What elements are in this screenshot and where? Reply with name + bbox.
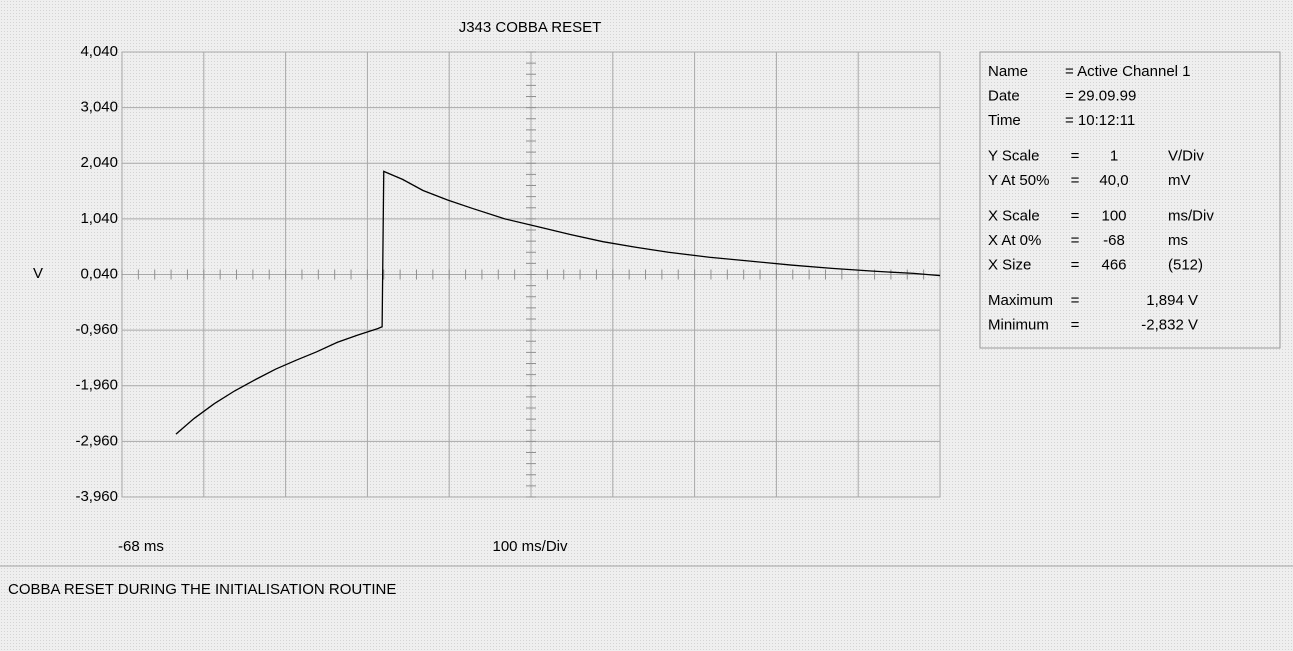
info-text: ms/Div: [1168, 207, 1214, 224]
info-text: (512): [1168, 256, 1203, 273]
info-text: =: [1071, 232, 1080, 249]
info-text: = 10:12:11: [1065, 112, 1135, 129]
info-text: Minimum: [988, 316, 1049, 333]
info-text: mV: [1168, 172, 1191, 189]
info-text: 466: [1101, 256, 1126, 273]
info-text: Time: [988, 112, 1021, 129]
y-tick-label: -0,960: [75, 321, 118, 338]
y-tick-label: 4,040: [80, 43, 118, 60]
info-text: -2,832 V: [1141, 316, 1198, 333]
y-tick-label: -3,960: [75, 488, 118, 505]
y-tick-label: 1,040: [80, 210, 118, 227]
info-text: Date: [988, 87, 1020, 104]
info-text: 40,0: [1099, 172, 1128, 189]
info-text: =: [1071, 292, 1080, 309]
info-text: =: [1071, 147, 1080, 164]
info-text: =: [1071, 207, 1080, 224]
chart-title: J343 COBBA RESET: [459, 19, 602, 36]
info-text: ms: [1168, 232, 1188, 249]
info-text: Y Scale: [988, 147, 1039, 164]
info-text: Maximum: [988, 292, 1053, 309]
info-text: 1: [1110, 147, 1118, 164]
info-text: Name: [988, 63, 1028, 80]
info-text: =: [1071, 316, 1080, 333]
y-tick-label: -1,960: [75, 377, 118, 394]
caption: COBBA RESET DURING THE INITIALISATION RO…: [8, 581, 396, 598]
info-text: V/Div: [1168, 147, 1204, 164]
x-axis-label: 100 ms/Div: [492, 538, 568, 555]
info-text: =: [1071, 256, 1080, 273]
info-text: X Scale: [988, 207, 1040, 224]
info-text: 100: [1101, 207, 1126, 224]
y-tick-label: 3,040: [80, 99, 118, 116]
y-axis-label: V: [33, 265, 43, 282]
y-tick-label: -2,960: [75, 432, 118, 449]
info-text: -68: [1103, 232, 1125, 249]
info-text: 1,894 V: [1146, 292, 1198, 309]
x-start-label: -68 ms: [118, 538, 164, 555]
y-tick-label: 0,040: [80, 265, 118, 282]
info-text: Y At 50%: [988, 172, 1049, 189]
info-panel: [979, 51, 1281, 349]
trace: [175, 170, 941, 435]
info-text: X At 0%: [988, 232, 1041, 249]
info-text: = 29.09.99: [1065, 87, 1136, 104]
info-text: X Size: [988, 256, 1031, 273]
info-text: =: [1071, 172, 1080, 189]
y-tick-label: 2,040: [80, 154, 118, 171]
info-text: = Active Channel 1: [1065, 63, 1191, 80]
